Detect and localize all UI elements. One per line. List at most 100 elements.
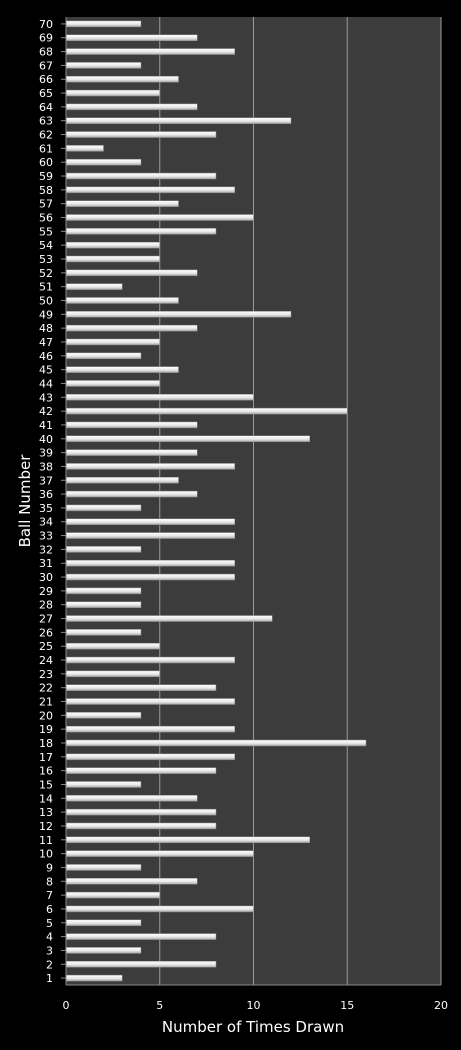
x-tick-label: 20 <box>434 999 448 1012</box>
y-tick-label: 64 <box>39 101 53 114</box>
bar-ball-8 <box>65 878 198 885</box>
y-tick-label: 49 <box>39 308 53 321</box>
bar-ball-20 <box>65 712 142 719</box>
y-tick-label: 17 <box>39 751 53 764</box>
y-tick-label: 62 <box>39 129 53 142</box>
bar-ball-53 <box>65 255 160 263</box>
bar-ball-18 <box>65 739 367 747</box>
y-tick-label: 38 <box>39 460 53 473</box>
x-tick-labels: 0 5 10 15 20 <box>63 999 449 1012</box>
bar-ball-4 <box>65 933 217 940</box>
bar-ball-50 <box>65 297 179 304</box>
bar-ball-51 <box>65 283 123 290</box>
y-tick-label: 12 <box>39 820 53 833</box>
bar-ball-47 <box>65 338 160 346</box>
y-tick-label: 33 <box>39 530 53 543</box>
y-tick-label: 21 <box>39 696 53 709</box>
bar-ball-24 <box>65 656 235 664</box>
bar-ball-22 <box>65 684 217 691</box>
bar-ball-30 <box>65 573 235 581</box>
y-tick-label: 13 <box>39 806 53 819</box>
y-tick-label: 47 <box>39 336 53 349</box>
y-axis-title: Ball Number <box>16 454 34 548</box>
y-tick-label: 26 <box>39 626 53 639</box>
y-tick-label: 31 <box>39 557 53 570</box>
y-tick-label: 3 <box>46 944 53 957</box>
bar-ball-46 <box>65 352 142 360</box>
bar-ball-58 <box>65 186 235 194</box>
bar-ball-33 <box>65 532 235 539</box>
x-tick-label: 10 <box>247 999 261 1012</box>
bar-ball-25 <box>65 642 160 650</box>
y-tick-label: 63 <box>39 115 53 128</box>
y-tick-label: 16 <box>39 765 53 778</box>
y-tick-label: 54 <box>39 239 53 252</box>
bar-ball-68 <box>65 48 235 55</box>
bar-ball-19 <box>65 725 235 733</box>
y-tick-label: 56 <box>39 212 53 225</box>
y-tick-label: 70 <box>39 18 53 31</box>
y-tick-label: 61 <box>39 142 53 155</box>
bar-ball-65 <box>65 89 160 97</box>
y-tick-label: 29 <box>39 585 53 598</box>
bar-ball-1 <box>65 974 123 982</box>
bar-ball-2 <box>65 961 217 968</box>
y-tick-label: 53 <box>39 253 53 266</box>
bar-ball-32 <box>65 546 142 553</box>
bar-ball-43 <box>65 394 254 401</box>
bar-ball-28 <box>65 601 142 608</box>
bar-ball-12 <box>65 822 217 830</box>
y-tick-label: 11 <box>39 834 53 847</box>
bar-ball-67 <box>65 62 142 69</box>
y-tick-label: 60 <box>39 156 53 169</box>
y-tick-label: 23 <box>39 668 53 681</box>
bar-ball-70 <box>65 20 142 28</box>
y-tick-label: 28 <box>39 599 53 612</box>
y-tick-label: 68 <box>39 46 53 59</box>
bar-ball-49 <box>65 311 292 318</box>
y-tick-label: 2 <box>46 958 53 971</box>
bar-ball-42 <box>65 407 348 415</box>
y-tick-label: 20 <box>39 709 53 722</box>
y-tick-label: 7 <box>46 889 53 902</box>
y-tick-label: 36 <box>39 488 53 501</box>
y-tick-label: 14 <box>39 792 53 805</box>
y-tick-label: 50 <box>39 294 53 307</box>
y-tick-label: 35 <box>39 502 53 515</box>
y-tick-label: 46 <box>39 350 53 363</box>
bar-ball-61 <box>65 145 104 152</box>
bar-ball-23 <box>65 670 160 678</box>
bar-ball-15 <box>65 781 142 788</box>
y-tick-label: 52 <box>39 267 53 280</box>
bar-ball-21 <box>65 698 235 705</box>
y-tick-label: 15 <box>39 778 53 791</box>
y-tick-label: 25 <box>39 640 53 653</box>
bar-ball-64 <box>65 103 198 111</box>
y-tick-label: 19 <box>39 723 53 736</box>
y-tick-label: 30 <box>39 571 53 584</box>
y-tick-label: 48 <box>39 322 53 335</box>
y-tick-label: 39 <box>39 447 53 460</box>
y-tick-label: 45 <box>39 364 53 377</box>
x-axis-title: Number of Times Drawn <box>162 1018 344 1036</box>
x-tick-label: 5 <box>156 999 163 1012</box>
x-tick-label: 15 <box>340 999 354 1012</box>
y-tick-label: 5 <box>46 917 53 930</box>
y-tick-label: 9 <box>46 861 53 874</box>
bar-ball-17 <box>65 753 235 761</box>
bar-ball-48 <box>65 324 198 332</box>
bar-ball-31 <box>65 559 235 567</box>
y-tick-label: 65 <box>39 87 53 100</box>
x-tick-label: 0 <box>63 999 70 1012</box>
bar-ball-38 <box>65 463 235 470</box>
bar-ball-45 <box>65 366 179 373</box>
bar-ball-52 <box>65 269 198 277</box>
bar-ball-66 <box>65 75 179 83</box>
bar-ball-63 <box>65 117 292 124</box>
bar-ball-29 <box>65 587 142 595</box>
bar-ball-3 <box>65 947 142 954</box>
y-tick-label: 24 <box>39 654 53 667</box>
y-tick-label: 6 <box>46 903 53 916</box>
bar-ball-60 <box>65 158 142 166</box>
y-tick-label: 69 <box>39 32 53 45</box>
